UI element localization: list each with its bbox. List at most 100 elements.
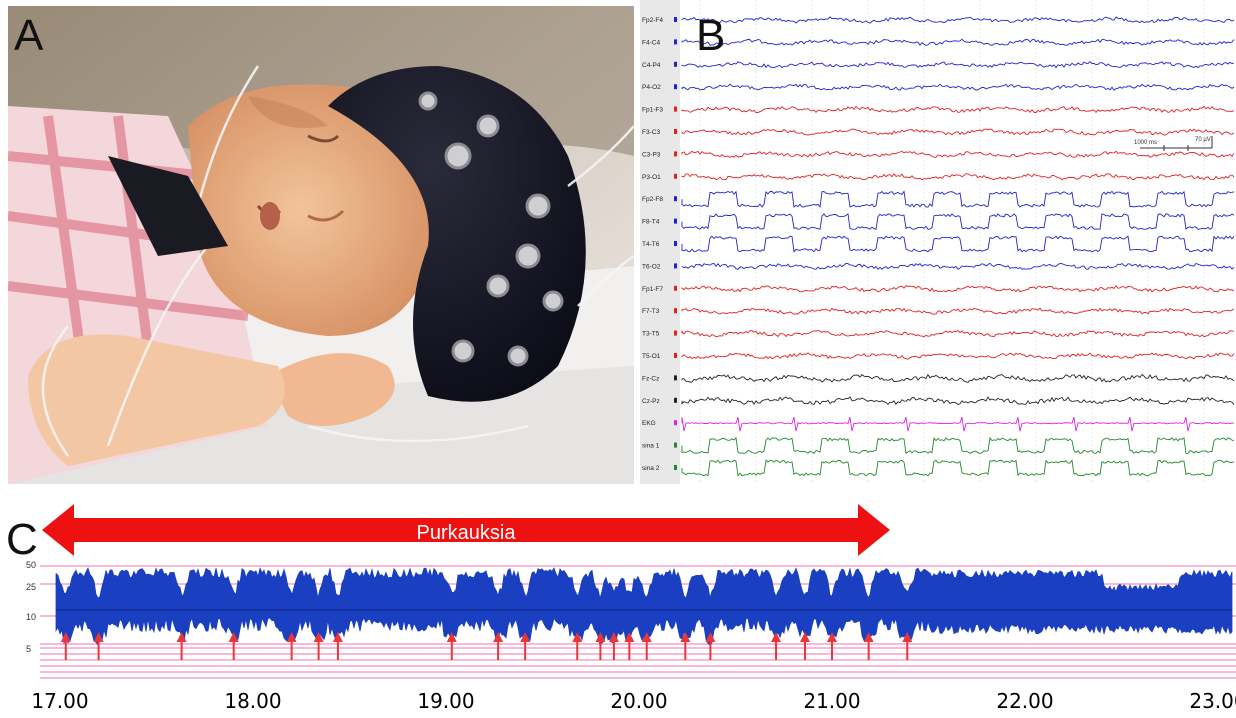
eeg-channel-label: F8-T4 (642, 219, 660, 226)
aeeg-trend-panel: C Purkauksia 50 25 10 5 17.00 18.00 19.00 20.0… (6, 504, 1236, 713)
eeg-channel-label: Fp2-F4 (642, 17, 663, 24)
eeg-trace-line (681, 173, 1235, 181)
eeg-trace-line (681, 262, 1235, 270)
channel-color-marker (674, 263, 677, 269)
eeg-channel-label: P4-O2 (642, 84, 661, 91)
channel-color-marker (674, 375, 677, 381)
channel-color-marker (674, 106, 677, 112)
burst-marker-arrow (771, 632, 782, 660)
eeg-trace-line (681, 16, 1235, 24)
aeeg-y-tick-label: 25 (26, 582, 36, 592)
panel-a-label: A (14, 11, 44, 60)
aeeg-x-tick-label: 17.00 (31, 689, 88, 713)
aeeg-envelope (55, 567, 1233, 647)
eeg-trace-line (681, 352, 1235, 360)
burst-marker-arrow (902, 632, 913, 660)
burst-marker-arrow (313, 632, 324, 660)
burst-marker-arrow (228, 632, 239, 660)
burst-marker-arrow (680, 632, 691, 660)
burst-marker-arrow (595, 632, 606, 660)
eeg-trace-line (681, 213, 1235, 231)
channel-color-marker (674, 465, 677, 470)
panel-b-label: B (696, 11, 726, 60)
channel-color-marker (674, 151, 677, 157)
burst-marker-arrow (60, 632, 71, 660)
eeg-trace-line (681, 83, 1235, 91)
channel-color-marker (674, 397, 677, 403)
eeg-trace-line (681, 307, 1235, 315)
eeg-channel-label: T5-O1 (642, 353, 661, 360)
channel-color-marker (674, 330, 677, 336)
eeg-time-gridlines (699, 0, 1205, 484)
channel-color-marker (674, 173, 677, 179)
aeeg-y-tick-label: 50 (26, 560, 36, 570)
aeeg-y-tick-label: 5 (26, 644, 31, 654)
eeg-trace-line (681, 459, 1235, 477)
eeg-trace-line (681, 417, 1235, 432)
eeg-traces-panel: Fp2-F4 F4-C4 C4-P4 P4-O2 Fp1-F3 F3-C3 C3-P3 P3-… (640, 0, 1236, 484)
burst-marker-arrow (827, 632, 837, 660)
burst-marker-arrow (608, 632, 619, 660)
burst-marker-arrow (520, 632, 531, 660)
burst-marker-arrow (641, 632, 652, 660)
channel-color-marker (674, 442, 677, 448)
aeeg-y-tick-label: 10 (26, 612, 36, 622)
eeg-trace-line (681, 150, 1235, 158)
eeg-channel-label: sina 2 (642, 465, 660, 472)
burst-marker-arrow (624, 632, 635, 660)
channel-color-marker (674, 353, 677, 358)
channel-label-strip (640, 0, 680, 484)
aeeg-x-tick-label: 21.00 (803, 689, 860, 713)
eeg-channel-label: F3-C3 (642, 129, 660, 136)
aeeg-x-tick-label: 20.00 (610, 689, 667, 713)
eeg-trace-line (681, 235, 1235, 253)
eeg-trace-line (681, 190, 1235, 209)
eeg-trace-line (681, 396, 1235, 406)
aeeg-x-tick-label: 22.00 (996, 689, 1053, 713)
channel-color-marker (674, 420, 677, 426)
burst-marker-arrow (572, 632, 583, 660)
aeeg-x-tick-label: 18.00 (224, 689, 281, 713)
eeg-trace-line (681, 373, 1235, 383)
panel-c-label: C (6, 515, 38, 564)
purkauksia-label: Purkauksia (417, 522, 517, 544)
burst-marker-arrow (705, 632, 716, 660)
aeeg-x-tick-label: 23.00 (1189, 689, 1236, 713)
eeg-channel-label: T3-T5 (642, 331, 660, 338)
burst-marker-arrow (93, 632, 104, 660)
eeg-channel-label: sina 1 (642, 443, 660, 450)
eeg-channel-label: P3-O1 (642, 174, 661, 181)
eeg-channel-label: C3-P3 (642, 151, 661, 158)
channel-color-marker (674, 84, 677, 90)
channel-color-marker (674, 39, 677, 45)
channel-color-marker (674, 17, 677, 22)
eeg-channel-label: Fz-Cz (642, 375, 659, 382)
channel-color-marker (674, 196, 677, 202)
eeg-trace-line (681, 329, 1235, 338)
eeg-channel-label: T6-O2 (642, 263, 661, 270)
channel-color-marker (674, 61, 677, 67)
channel-color-marker (674, 285, 677, 291)
eeg-trace-line (681, 128, 1235, 136)
eeg-channel-label: F4-C4 (642, 39, 660, 46)
eeg-channel-label: Cz-Pz (642, 398, 660, 405)
eeg-channel-label: T4-T6 (642, 241, 660, 248)
aeeg-amplitude-trace (55, 567, 1233, 647)
burst-marker-arrow (863, 632, 874, 660)
eeg-channel-label: C4-P4 (642, 62, 661, 69)
eeg-trace-line (681, 436, 1235, 455)
eeg-trace-line (681, 285, 1235, 293)
burst-marker-arrow (286, 632, 297, 660)
channel-color-marker (674, 308, 677, 314)
aeeg-x-tick-label: 19.00 (417, 689, 474, 713)
scale-time-label: 1000 ms (1134, 140, 1157, 146)
eeg-channel-label: Fp2-F8 (642, 196, 663, 203)
burst-marker-arrow (493, 632, 504, 660)
eeg-trace-line (681, 61, 1235, 69)
scale-amp-label: 70 µV (1195, 137, 1211, 143)
eeg-channel-label: EKG (642, 420, 656, 427)
burst-marker-arrow (332, 632, 343, 660)
infant-eeg-photo (8, 6, 634, 484)
burst-marker-arrow (176, 632, 187, 660)
eeg-channel-label: Fp1-F3 (642, 107, 663, 114)
